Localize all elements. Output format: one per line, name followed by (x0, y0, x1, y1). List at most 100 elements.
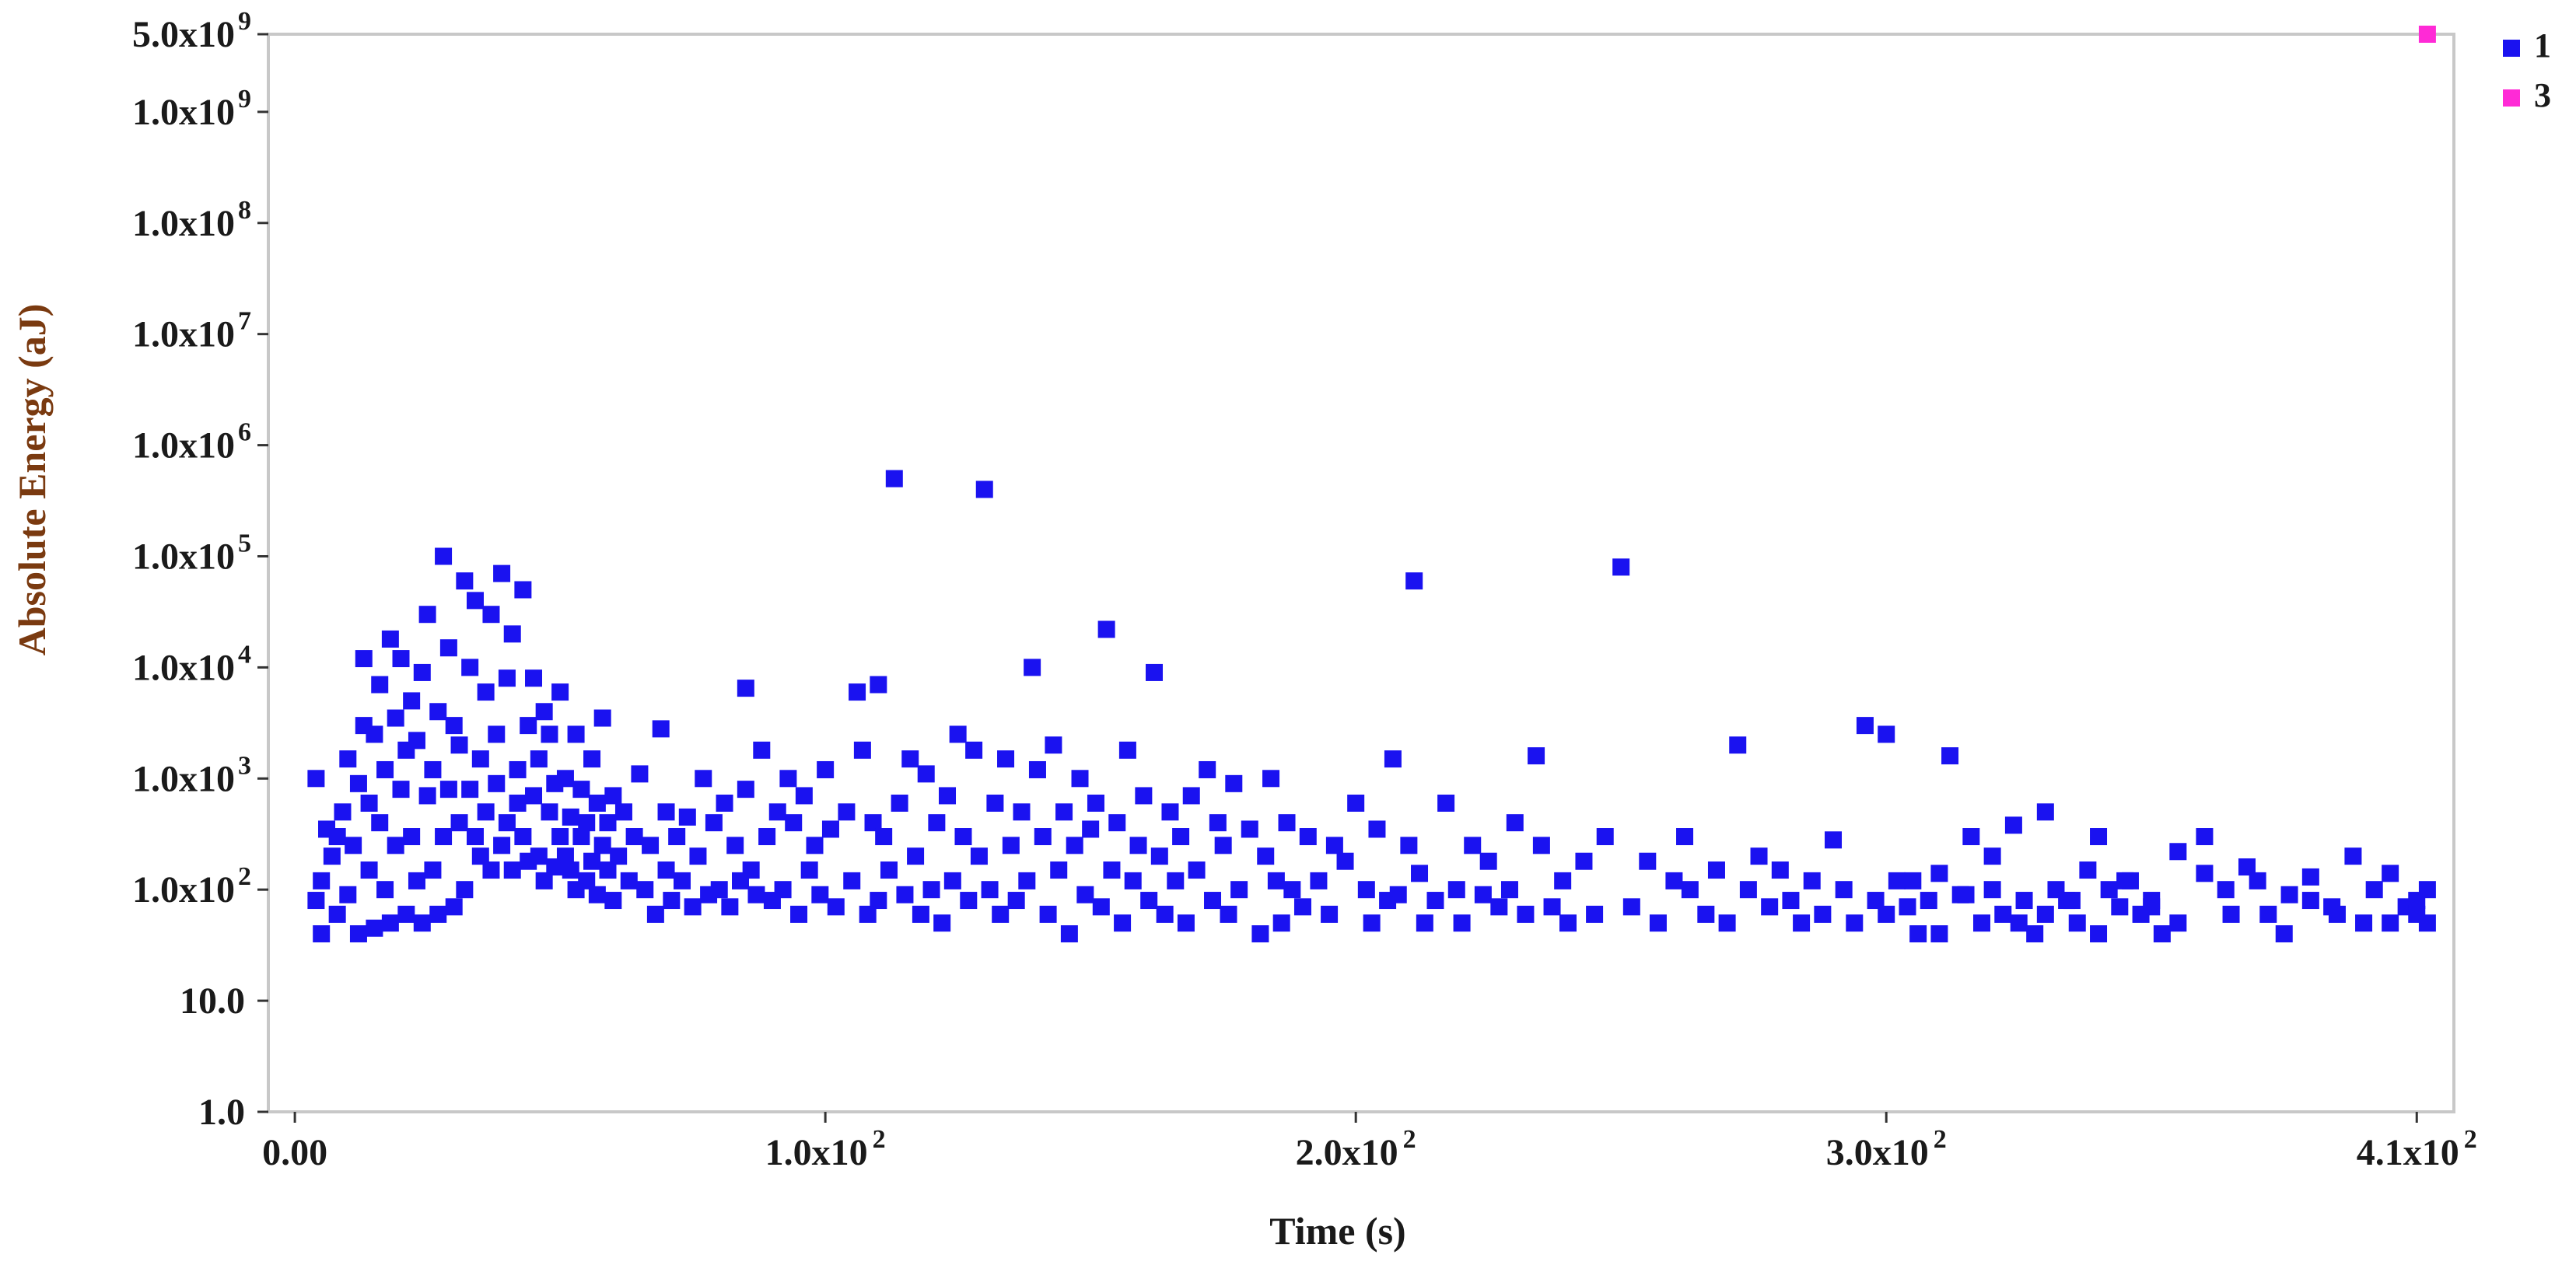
data-point-series-1 (1575, 852, 1593, 870)
data-point-series-1 (1586, 905, 1604, 923)
data-point-series-1 (785, 814, 803, 832)
data-point-series-1 (721, 898, 739, 916)
data-point-series-1 (821, 820, 839, 838)
legend-swatch-3 (2503, 89, 2520, 107)
data-point-series-1 (593, 837, 611, 854)
data-point-series-1 (992, 905, 1010, 923)
data-point-series-1 (806, 837, 824, 854)
data-point-series-1 (371, 676, 389, 694)
data-point-series-1 (1028, 760, 1046, 778)
data-point-series-1 (646, 905, 664, 923)
data-point-series-1 (1182, 787, 1200, 805)
data-point-series-1 (1405, 572, 1423, 590)
data-point-series-1 (572, 828, 590, 846)
data-point-series-1 (1076, 886, 1094, 903)
data-point-series-1 (1146, 663, 1164, 681)
data-point-series-1 (1878, 725, 1895, 743)
data-point-series-1 (1325, 837, 1343, 854)
data-point-series-1 (1761, 898, 1779, 916)
data-point-series-1 (2238, 858, 2256, 876)
data-point-series-1 (376, 881, 394, 899)
data-point-series-1 (445, 717, 463, 735)
data-point-series-1 (1479, 852, 1497, 870)
data-point-series-1 (509, 760, 527, 778)
data-point-series-1 (2280, 886, 2298, 903)
data-point-series-1 (1118, 741, 1136, 759)
data-point-series-1 (2169, 843, 2187, 861)
data-point-series-1 (1490, 898, 1508, 916)
data-point-series-1 (684, 898, 702, 916)
data-point-series-1 (588, 886, 606, 903)
data-point-series-1 (1214, 837, 1232, 854)
data-point-series-1 (1013, 803, 1031, 821)
data-point-series-1 (1150, 847, 1168, 865)
data-point-series-1 (2217, 881, 2235, 899)
data-point-series-1 (2068, 914, 2086, 932)
y-tick-label: 1.0x10 7 (132, 307, 251, 355)
data-point-series-1 (997, 750, 1015, 768)
data-point-series-1 (482, 861, 500, 879)
data-point-series-1 (1082, 820, 1100, 838)
x-axis: 0.00 1.0x10 2 2.0x10 2 3.0x10 2 4.1x10 2 (262, 1112, 2477, 1173)
legend-label-1: 1 (2534, 26, 2551, 65)
data-point-series-1 (2079, 861, 2097, 879)
data-point-series-1 (891, 794, 908, 812)
data-point-series-1 (1066, 837, 1083, 854)
data-point-series-1 (345, 837, 362, 854)
data-point-series-1 (2301, 868, 2319, 886)
data-point-series-1 (530, 847, 548, 865)
data-point-series-1 (981, 881, 999, 899)
data-point-series-1 (2036, 905, 2054, 923)
x-axis-title: Time (s) (1269, 1209, 1405, 1253)
data-point-series-1 (307, 770, 325, 788)
y-tick-label: 1.0x10 9 (132, 85, 251, 133)
data-point-series-1 (1909, 925, 1927, 943)
data-point-series-1 (849, 683, 866, 701)
data-point-series-1 (493, 837, 511, 854)
data-point-series-1 (1729, 736, 1747, 754)
data-point-series-1 (960, 892, 978, 910)
data-point-series-1 (599, 861, 617, 879)
data-point-series-1 (1416, 914, 1433, 932)
data-point-series-1 (1092, 898, 1110, 916)
data-point-series-1 (498, 814, 516, 832)
data-point-series-1 (514, 581, 532, 599)
data-point-series-1 (710, 881, 728, 899)
data-point-series-1 (471, 750, 489, 768)
data-point-series-1 (1050, 861, 1068, 879)
data-point-series-1 (1825, 831, 1843, 849)
data-point-series-1 (1209, 814, 1227, 832)
data-point-series-1 (562, 808, 579, 826)
data-point-series-1 (1464, 837, 1482, 854)
data-point-series-1 (678, 808, 696, 826)
data-point-series-1 (610, 847, 628, 865)
data-point-series-1 (1167, 872, 1185, 889)
data-point-series-1 (1437, 794, 1455, 812)
data-point-series-1 (1814, 905, 1832, 923)
data-point-series-1 (429, 703, 447, 721)
data-point-series-1 (1983, 847, 2001, 865)
data-point-series-1 (599, 814, 617, 832)
data-point-series-1 (1697, 905, 1715, 923)
data-point-series-1 (2111, 898, 2129, 916)
data-point-series-1 (435, 828, 453, 846)
data-point-series-1 (1750, 847, 1768, 865)
data-point-series-1 (1363, 914, 1381, 932)
data-point-series-1 (567, 725, 585, 743)
data-point-series-1 (328, 828, 346, 846)
data-point-series-1 (397, 905, 415, 923)
y-tick-label: 1.0x10 4 (132, 640, 251, 688)
y-tick-label: 1.0x10 3 (132, 751, 251, 799)
data-point-series-1 (1039, 905, 1057, 923)
data-point-series-1 (668, 828, 686, 846)
data-point-series-1 (657, 803, 675, 821)
data-point-series-1 (1803, 872, 1821, 889)
data-point-series-1 (1347, 794, 1365, 812)
data-point-series-1 (1447, 881, 1465, 899)
data-point-series-1 (1172, 828, 1190, 846)
data-point-series-1 (843, 872, 861, 889)
data-point-series-1 (737, 781, 754, 799)
data-point-series-1 (1612, 558, 1630, 576)
data-point-series-1 (870, 676, 887, 694)
